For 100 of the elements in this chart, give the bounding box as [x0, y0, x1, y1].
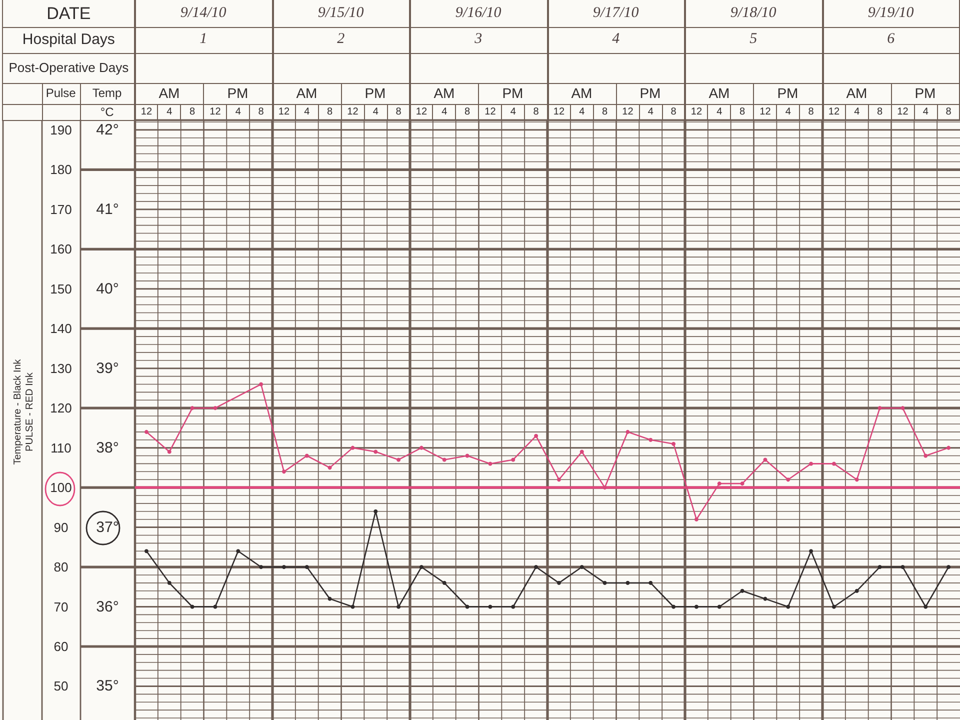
- point: [190, 604, 194, 609]
- y2-tick-label: 37°: [96, 518, 119, 536]
- text: 2: [337, 31, 345, 48]
- x-tick-label: 8: [740, 106, 746, 118]
- point: [602, 580, 607, 585]
- x-tick-label: 12: [553, 106, 565, 118]
- y-tick-label: 110: [50, 440, 72, 456]
- text: PM: [914, 85, 936, 102]
- text: 9/19/10: [868, 4, 914, 21]
- point: [534, 565, 538, 570]
- point: [786, 478, 790, 482]
- text: DATE: [46, 4, 91, 23]
- point: [648, 438, 653, 442]
- point: [878, 406, 882, 410]
- point: [854, 478, 859, 482]
- y-tick-label: 170: [50, 202, 72, 217]
- y-tick-label: 150: [50, 281, 72, 296]
- text: PM: [364, 85, 386, 102]
- text: Post-Operative Days: [8, 60, 129, 76]
- point: [144, 430, 148, 434]
- y2-tick-label: 35°: [96, 678, 119, 695]
- point: [900, 565, 905, 570]
- point: [809, 549, 814, 554]
- point: [419, 565, 424, 570]
- point: [556, 478, 561, 482]
- point: [465, 604, 470, 609]
- point: [740, 588, 744, 593]
- text: 6: [887, 31, 895, 48]
- point: [488, 604, 492, 609]
- x-tick-label: 4: [854, 106, 860, 118]
- x-tick-label: 8: [808, 106, 814, 118]
- point: [282, 565, 286, 570]
- x-tick-label: 8: [602, 106, 608, 118]
- point: [190, 406, 194, 410]
- point: [900, 406, 905, 410]
- x-tick-label: 4: [372, 106, 379, 118]
- y2-axis-title: Temp: [92, 86, 122, 100]
- x-tick-label: 12: [622, 106, 634, 118]
- point: [282, 470, 286, 474]
- y2-tick-label: 39°: [96, 360, 119, 377]
- x-tick-label: 12: [140, 106, 152, 118]
- text: Hospital Days: [22, 31, 115, 48]
- text: PM: [502, 85, 524, 102]
- text: °C: [100, 104, 114, 119]
- y-tick-label: 70: [54, 599, 68, 614]
- text: PM: [640, 85, 661, 102]
- point: [648, 580, 653, 585]
- point: [350, 604, 355, 609]
- point: [350, 446, 355, 450]
- point: [763, 596, 768, 601]
- point: [717, 482, 722, 486]
- x-tick-label: 4: [510, 106, 516, 118]
- point: [878, 565, 882, 570]
- x-tick-label: 4: [442, 106, 448, 118]
- point: [213, 406, 218, 410]
- y2-tick-label: 36°: [96, 598, 119, 616]
- x-tick-label: 12: [897, 106, 909, 118]
- text: AM: [571, 85, 592, 102]
- x-tick-label: 12: [690, 106, 702, 118]
- point: [396, 458, 401, 462]
- point: [602, 486, 607, 490]
- y-tick-label: 180: [50, 162, 72, 178]
- y2-tick-label: 38°: [96, 439, 119, 456]
- x-tick-label: 12: [760, 106, 772, 118]
- x-tick-label: 8: [877, 106, 884, 118]
- x-tick-label: 8: [190, 106, 196, 118]
- text: 9/18/10: [730, 4, 776, 21]
- point: [580, 565, 584, 570]
- point: [236, 549, 240, 554]
- point: [304, 565, 309, 570]
- point: [465, 454, 470, 458]
- x-tick-label: 4: [166, 106, 173, 118]
- point: [144, 549, 148, 554]
- y-tick-label: 190: [50, 122, 72, 138]
- text: 9/16/10: [455, 4, 502, 21]
- y-tick-label: 160: [50, 242, 72, 257]
- y-tick-label: 140: [50, 321, 72, 336]
- point: [488, 462, 492, 466]
- x-tick-label: 8: [533, 106, 540, 118]
- point: [854, 588, 859, 593]
- text: AM: [158, 85, 180, 102]
- text: 4: [612, 31, 620, 48]
- text: 1: [200, 31, 208, 48]
- y-tick-label: 100: [50, 480, 72, 496]
- point: [626, 430, 630, 434]
- y-tick-label: 130: [50, 360, 72, 376]
- point: [626, 580, 630, 585]
- text: AM: [296, 85, 318, 102]
- point: [672, 604, 676, 609]
- point: [511, 604, 516, 609]
- point: [374, 450, 378, 454]
- x-tick-label: 8: [946, 106, 952, 118]
- point: [328, 466, 332, 470]
- point: [717, 604, 722, 609]
- point: [419, 446, 424, 450]
- point: [259, 382, 264, 386]
- point: [763, 458, 768, 462]
- point: [167, 450, 172, 454]
- point: [442, 580, 446, 585]
- text: 3: [474, 31, 482, 48]
